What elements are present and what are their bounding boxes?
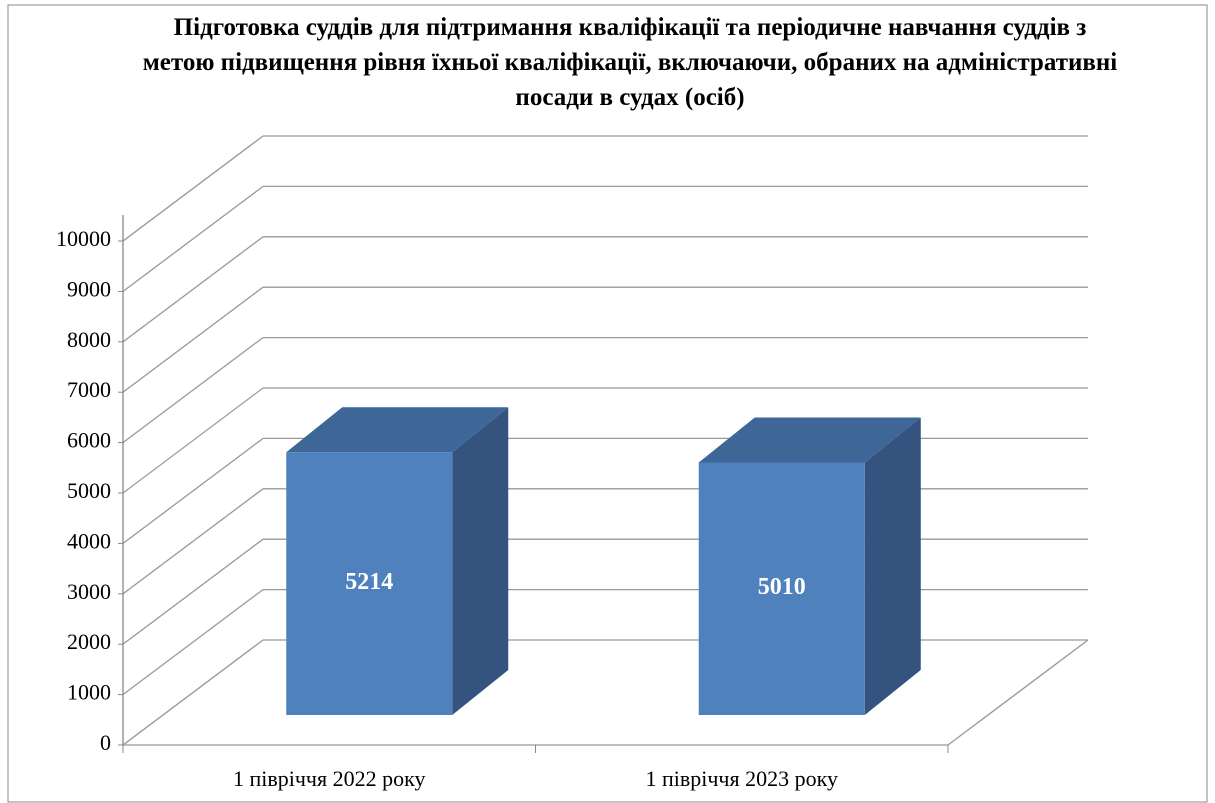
chart-title: Підготовка суддів для підтримання кваліф… [142, 14, 1118, 111]
bar-side [864, 417, 921, 715]
y-tick-label: 5000 [67, 478, 111, 503]
bar-front [698, 462, 865, 715]
y-tick-label: 8000 [67, 327, 111, 352]
grid-line [122, 589, 264, 696]
y-tick-label: 0 [100, 730, 111, 755]
grid-line [122, 236, 264, 343]
grid-line [122, 387, 264, 494]
bar-side [452, 407, 509, 715]
grid-line [122, 437, 264, 544]
grid-line [122, 639, 264, 746]
x-tick-label: 1 півріччя 2022 року [233, 766, 426, 791]
grid-line [122, 538, 264, 645]
bar [698, 417, 921, 715]
y-tick-label: 10000 [56, 226, 111, 251]
grid-line [122, 488, 264, 595]
bar-front [286, 452, 453, 715]
y-tick-label: 1000 [67, 680, 111, 705]
data-label: 5010 [758, 574, 806, 600]
bar-top [286, 407, 509, 453]
grid-line [122, 286, 264, 393]
x-tick-label: 1 півріччя 2023 року [645, 766, 838, 791]
y-tick-label: 4000 [67, 528, 111, 553]
grid-line [122, 135, 264, 242]
data-label: 5214 [345, 569, 393, 595]
y-tick-label: 7000 [67, 377, 111, 402]
y-tick-label: 3000 [67, 579, 111, 604]
bar [286, 407, 509, 715]
grid-line [122, 185, 264, 292]
grid-line [122, 337, 264, 444]
y-tick-label: 9000 [67, 276, 111, 301]
y-tick-label: 2000 [67, 629, 111, 654]
y-tick-label: 6000 [67, 428, 111, 453]
chart-border [7, 4, 1208, 803]
bar-top [698, 417, 921, 463]
